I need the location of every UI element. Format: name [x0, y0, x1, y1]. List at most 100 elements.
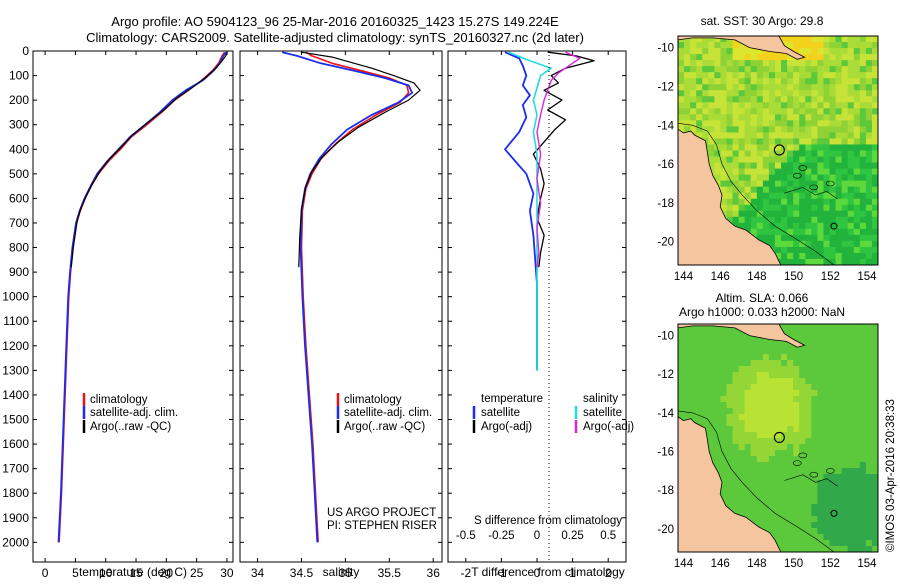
map-cell	[720, 426, 727, 433]
map-cell	[829, 72, 836, 79]
map-cell	[787, 426, 794, 433]
map-cell	[871, 72, 878, 79]
map-cell	[756, 456, 764, 463]
map-cell	[853, 414, 861, 421]
map-cell	[835, 462, 843, 469]
map-cell	[781, 204, 788, 212]
map-cell	[750, 72, 758, 79]
map-cell	[744, 342, 752, 349]
map-cell	[787, 210, 794, 218]
map-cell	[768, 444, 776, 451]
map-cell	[726, 78, 733, 85]
map-cell	[781, 192, 788, 200]
map-cell	[762, 120, 770, 127]
australia-land	[678, 36, 782, 265]
map-cell	[811, 108, 818, 115]
map-cell	[823, 366, 830, 373]
map-cell	[799, 48, 806, 55]
map-cell	[865, 456, 873, 463]
series-line	[532, 51, 595, 268]
map-cell	[841, 102, 849, 109]
map-cell	[768, 450, 776, 457]
map-cell	[774, 354, 782, 361]
map-cell	[811, 156, 818, 163]
map-cell	[817, 354, 824, 361]
map-cell	[732, 132, 740, 139]
map-cell	[762, 396, 770, 403]
map-cell	[853, 132, 861, 139]
map-cell	[738, 84, 746, 91]
map-lon-label: 154	[857, 558, 877, 570]
map-cell	[823, 324, 830, 331]
map-cell	[865, 324, 873, 331]
map-cell	[829, 426, 836, 433]
map-cell	[865, 426, 873, 433]
map-cell	[768, 192, 776, 200]
map-cell	[871, 186, 878, 194]
map-cell	[744, 96, 752, 103]
map-cell	[738, 336, 746, 343]
map-cell	[835, 162, 843, 169]
map-cell	[811, 408, 818, 415]
map-cell	[684, 402, 691, 409]
map-cell	[835, 498, 843, 505]
map-cell	[805, 252, 812, 260]
map-cell	[714, 78, 721, 85]
map-cell	[805, 474, 812, 481]
map-cell	[865, 510, 873, 517]
map-cell	[787, 354, 794, 361]
map-cell	[684, 114, 691, 121]
map-cell	[774, 228, 782, 236]
map-cell	[787, 126, 794, 133]
map-cell	[859, 330, 867, 337]
map-cell	[805, 246, 812, 254]
map-cell	[841, 198, 849, 206]
map-cell	[726, 468, 733, 475]
map-cell	[781, 96, 788, 103]
map-cell	[756, 66, 764, 73]
map-cell	[690, 72, 697, 79]
map-cell	[781, 150, 788, 157]
map-cell	[811, 432, 818, 439]
map-cell	[726, 84, 733, 91]
map-cell	[823, 354, 830, 361]
map-cell	[768, 156, 776, 163]
map-cell	[865, 234, 873, 242]
map-cell	[835, 528, 843, 535]
map-cell	[835, 480, 843, 487]
depth-contour	[678, 123, 835, 265]
map-cell	[732, 450, 740, 457]
map-cell	[750, 102, 758, 109]
map-cell	[768, 348, 776, 355]
map-cell	[847, 204, 855, 212]
map-cell	[835, 504, 843, 511]
map-cell	[684, 102, 691, 109]
map-cell	[823, 246, 830, 254]
map-cell	[768, 228, 776, 236]
map-lat-label: -20	[657, 524, 674, 536]
map-cell	[732, 336, 740, 343]
map-cell	[823, 336, 830, 343]
map-cell	[678, 414, 685, 421]
map-cell	[781, 522, 788, 529]
map-cell	[817, 222, 824, 230]
map-cell	[787, 228, 794, 236]
map-cell	[714, 342, 721, 349]
map-cell	[865, 480, 873, 487]
map-cell	[817, 522, 824, 529]
map-cell	[696, 396, 703, 403]
map-cell	[738, 450, 746, 457]
map-cell	[768, 108, 776, 115]
map-cell	[732, 168, 740, 176]
map-cell	[774, 204, 782, 212]
map-cell	[811, 450, 818, 457]
map-cell	[805, 522, 812, 529]
map-cell	[678, 360, 685, 367]
map-cell	[744, 108, 752, 115]
map-cell	[774, 504, 782, 511]
map-cell	[823, 378, 830, 385]
map-cell	[781, 120, 788, 127]
map-cell	[781, 474, 788, 481]
map-cell	[871, 246, 878, 254]
map-cell	[793, 348, 800, 355]
